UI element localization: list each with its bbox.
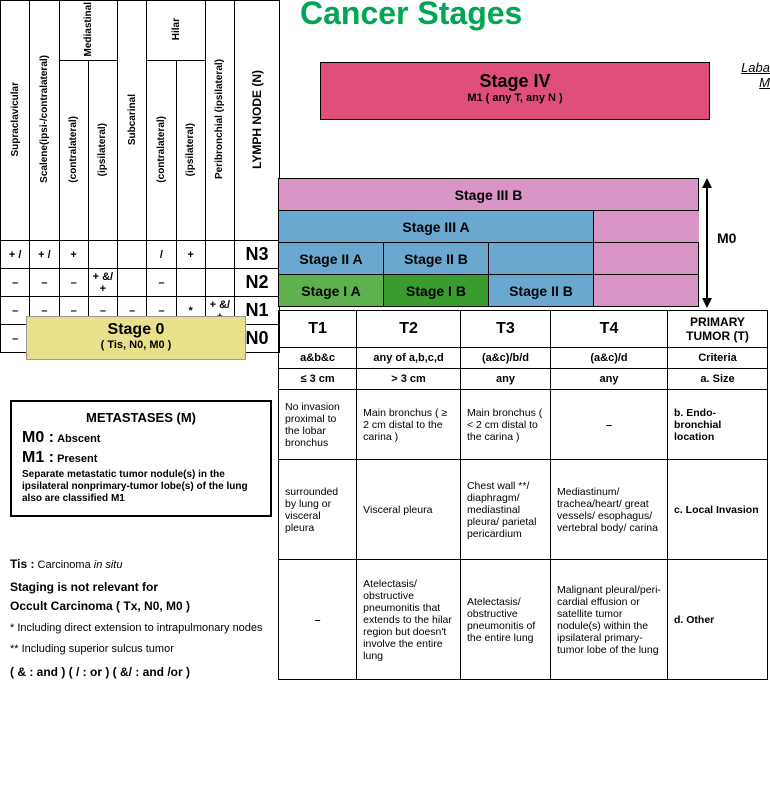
m0-label: M0 <box>717 230 736 246</box>
stage-2b-lower: Stage II B <box>489 275 594 307</box>
stage-4-sub: M1 ( any T, any N ) <box>321 92 709 104</box>
mbox-header: METASTASES (M) <box>22 410 260 425</box>
stage-0-title: Stage 0 <box>27 321 245 339</box>
th-t1: T1 <box>279 311 357 348</box>
stage-4-box: Stage IV M1 ( any T, any N ) <box>320 62 710 120</box>
crit-other: d. Other <box>668 560 768 680</box>
stage-grid: Stage III B Stage III A Stage II A Stage… <box>278 178 699 307</box>
crit-endo: b. Endo-bronchial location <box>668 390 768 460</box>
stage-3a: Stage III A <box>279 211 594 243</box>
th-t4: T4 <box>551 311 668 348</box>
stage-2b-upper: Stage II B <box>384 243 489 275</box>
ln-g-med: Mediastinal <box>83 2 94 56</box>
crit-size: a. Size <box>668 369 768 390</box>
note-star2: ** Including superior sulcus tumor <box>10 642 272 657</box>
stage-3b: Stage III B <box>279 179 699 211</box>
note-legend: ( & : and ) ( / : or ) ( &/ : and /or ) <box>10 664 272 681</box>
crit-invasion: c. Local Invasion <box>668 460 768 560</box>
notes-section: Tis : Carcinoma in situ Staging is not r… <box>10 550 272 687</box>
m0-arrow-icon <box>702 178 712 308</box>
page-title: Cancer Stages <box>300 0 522 32</box>
stage-2a: Stage II A <box>279 243 384 275</box>
metastases-box: METASTASES (M) M0 : Abscent M1 : Present… <box>10 400 272 517</box>
ln-g-hil: Hilar <box>171 18 182 40</box>
side-label: Laba M <box>741 60 770 90</box>
side-label-1: Laba <box>741 60 770 75</box>
ln-h-8: LYMPH NODE (N) <box>250 70 264 169</box>
stage-1b: Stage I B <box>384 275 489 307</box>
ln-h-3: (ipsilateral) <box>97 123 108 176</box>
stage-0-sub: ( Tis, N0, M0 ) <box>27 339 245 351</box>
ln-row-n3: + /+ /+/+ N3 <box>1 241 280 269</box>
ln-h-2: (contralateral) <box>68 116 79 183</box>
tumor-criteria-table: T1 T2 T3 T4 PRIMARY TUMOR (T) a&b&c any … <box>278 310 768 680</box>
ln-h-6: (ipsilateral) <box>185 123 196 176</box>
note-star1: * Including direct extension to intrapul… <box>10 621 272 636</box>
mbox-note: Separate metastatic tumor nodule(s) in t… <box>22 469 260 505</box>
th-t2: T2 <box>357 311 461 348</box>
stage-1a: Stage I A <box>279 275 384 307</box>
criteria-label: Criteria <box>668 348 768 369</box>
th-primary: PRIMARY TUMOR (T) <box>668 311 768 348</box>
lymph-node-table: Supraclavicular Scalene(ipsi-/contralate… <box>0 0 280 353</box>
ln-h-5: (contralateral) <box>156 116 167 183</box>
stage-4-title: Stage IV <box>321 71 709 92</box>
ln-h-7: Peribronchial (ipsilateral) <box>214 59 225 179</box>
ln-h-4: Subcarinal <box>127 94 138 145</box>
stage-0-box: Stage 0 ( Tis, N0, M0 ) <box>26 316 246 360</box>
th-t3: T3 <box>460 311 550 348</box>
ln-h-0: Supraclavicular <box>10 82 21 156</box>
ln-row-n2: –––+ &/ +– N2 <box>1 269 280 297</box>
ln-h-1: Scalene(ipsi-/contralateral) <box>39 55 50 183</box>
side-label-2: M <box>759 75 770 90</box>
